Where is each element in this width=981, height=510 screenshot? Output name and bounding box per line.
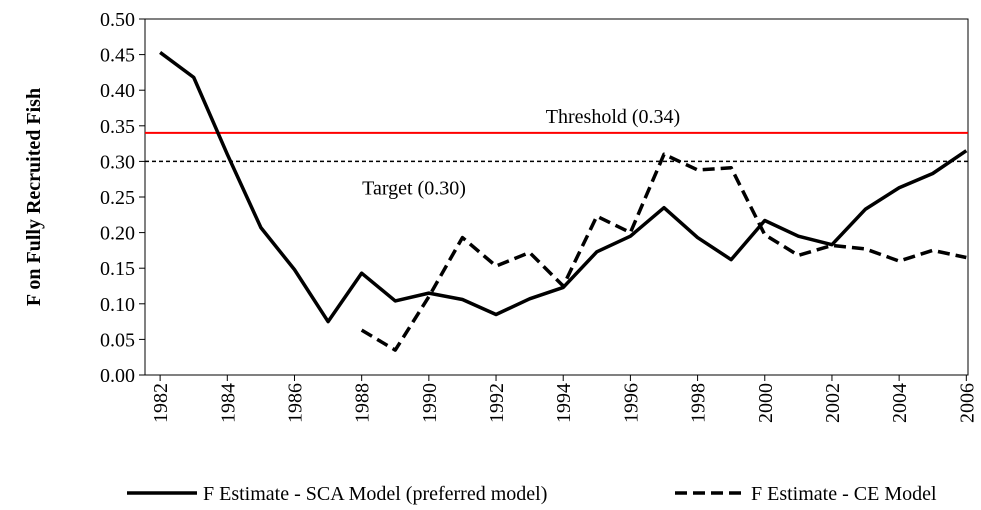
x-tick-label: 2002 [822, 383, 844, 423]
x-tick-label: 2006 [956, 383, 978, 423]
y-axis-title: F on Fully Recruited Fish [23, 88, 45, 306]
reference-label: Target (0.30) [362, 177, 466, 199]
series-line [360, 152, 967, 352]
y-tick-label: 0.15 [100, 258, 135, 280]
y-tick-label: 0.00 [100, 365, 135, 387]
y-tick-label: 0.35 [100, 116, 135, 138]
x-tick-label: 1984 [217, 383, 239, 423]
x-tick-label: 1988 [352, 383, 374, 423]
y-tick-label: 0.40 [100, 80, 135, 102]
y-tick-label: 0.25 [100, 187, 135, 209]
x-tick-label: 1982 [150, 383, 172, 423]
series-line [159, 51, 968, 324]
y-tick-label: 0.10 [100, 294, 135, 316]
x-tick-label: 1992 [486, 383, 508, 423]
legend-label: F Estimate - SCA Model (preferred model) [203, 483, 547, 505]
x-tick-label: 1998 [688, 383, 710, 423]
x-tick-label: 1990 [419, 383, 441, 423]
y-tick-label: 0.50 [100, 9, 135, 31]
y-tick-label: 0.05 [100, 329, 135, 351]
reference-label: Threshold (0.34) [546, 106, 680, 128]
x-tick-label: 1996 [620, 383, 642, 423]
x-tick-label: 2004 [889, 383, 911, 423]
legend-label: F Estimate - CE Model [751, 483, 937, 505]
x-tick-label: 1986 [284, 383, 306, 423]
plot-area [144, 18, 969, 376]
y-tick-label: 0.30 [100, 151, 135, 173]
y-tick-label: 0.45 [100, 45, 135, 67]
x-tick-label: 2000 [755, 383, 777, 423]
y-tick-label: 0.20 [100, 223, 135, 245]
x-tick-label: 1994 [553, 383, 575, 423]
